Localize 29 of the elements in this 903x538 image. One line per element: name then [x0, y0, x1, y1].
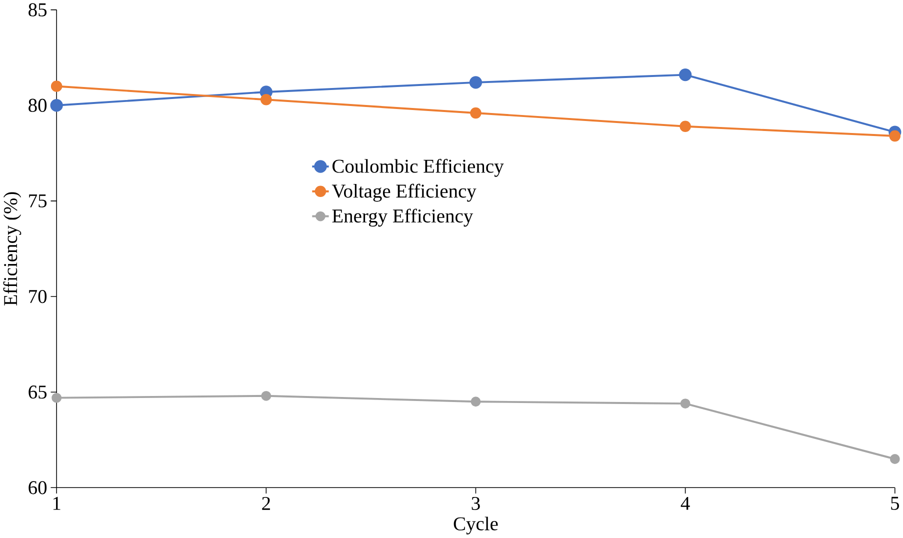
x-tick-label: 4 [680, 497, 690, 510]
x-axis-title: Cycle [454, 516, 498, 535]
x-tick-label: 3 [472, 497, 480, 510]
y-tick-label: 75 [29, 194, 47, 208]
y-tick-label: 60 [28, 481, 47, 494]
legend-label: Coulombic Efficiency [332, 159, 504, 177]
point [470, 396, 481, 407]
legend-label: Energy Efficiency [332, 208, 474, 227]
point [50, 99, 63, 112]
x-tick-label: 5 [891, 497, 899, 510]
point [680, 120, 691, 132]
y-tick-label: 70 [29, 290, 47, 304]
point [52, 393, 62, 403]
point [470, 108, 482, 119]
legend-label: Voltage Efficiency [332, 184, 476, 202]
point [260, 94, 272, 106]
point [890, 454, 900, 464]
point [889, 130, 901, 142]
y-tick-label: 65 [28, 386, 47, 399]
point [261, 391, 272, 402]
x-tick-label: 2 [262, 497, 270, 510]
point [469, 76, 482, 89]
y-tick-label: 85 [28, 3, 47, 17]
y-tick-label: 80 [28, 98, 47, 112]
y-axis-title: Efficiency (%) [3, 192, 22, 306]
point [680, 398, 690, 409]
x-tick-label: 1 [53, 497, 60, 510]
point [678, 68, 692, 82]
point [50, 80, 62, 92]
